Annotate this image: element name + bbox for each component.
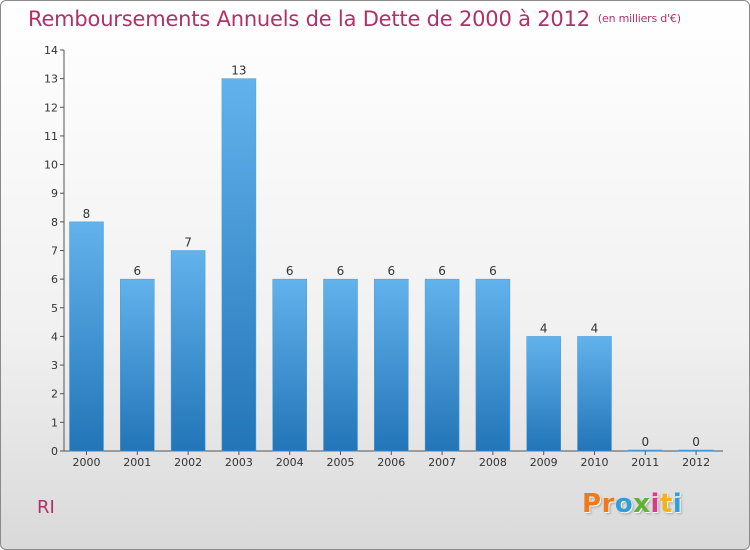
data-label-2005: 6 — [337, 264, 345, 278]
y-tick-label: 3 — [51, 359, 58, 372]
x-tick-label: 2007 — [428, 456, 456, 469]
logo-letter: i — [650, 489, 660, 519]
bar-2001 — [120, 278, 155, 452]
data-label-2002: 7 — [184, 236, 192, 250]
x-tick-label: 2011 — [631, 456, 659, 469]
y-tick-label: 13 — [44, 73, 58, 86]
y-tick-label: 2 — [51, 388, 58, 401]
bar-2012 — [678, 449, 714, 452]
y-tick-label: 9 — [51, 187, 58, 200]
bar-2011 — [628, 449, 663, 452]
data-label-2010: 4 — [591, 321, 599, 335]
x-tick-label: 2000 — [73, 456, 101, 469]
y-tick-label: 4 — [51, 330, 58, 343]
bar-2005 — [323, 278, 358, 452]
data-label-2011: 0 — [641, 435, 649, 449]
data-label-2007: 6 — [438, 264, 446, 278]
y-tick-label: 5 — [51, 302, 58, 315]
data-label-2000: 8 — [83, 207, 91, 221]
data-label-2008: 6 — [489, 264, 497, 278]
x-axis: 2000 2001 2002 2003 2004 2005 2006 2007 2008 2009… — [64, 450, 723, 469]
chart-unit: (en milliers d'€) — [597, 12, 681, 25]
bar-2000 — [69, 221, 104, 452]
location-label: RI — [37, 497, 55, 518]
bar-2002 — [170, 250, 206, 452]
logo-letter: P — [582, 489, 602, 519]
data-label-2009: 4 — [540, 321, 548, 335]
x-tick-label: 2012 — [682, 456, 710, 469]
bar-2007 — [424, 278, 460, 452]
bar-2006 — [374, 278, 409, 452]
bar-2008 — [475, 278, 511, 452]
x-tick-label: 2008 — [479, 456, 507, 469]
bar-2003 — [221, 78, 257, 452]
logo-letter: t — [659, 489, 673, 519]
data-label-2006: 6 — [387, 264, 395, 278]
y-tick-label: 14 — [44, 44, 58, 57]
x-tick-label: 2009 — [530, 456, 558, 469]
chart-title: Remboursements Annuels de la Dette de 20… — [28, 7, 681, 31]
data-label-2004: 6 — [286, 264, 294, 278]
y-tick-label: 11 — [44, 130, 58, 143]
chart-title-text: Remboursements Annuels de la Dette de 20… — [28, 7, 590, 31]
logo-letter: r — [601, 489, 615, 519]
y-tick-label: 10 — [44, 159, 58, 172]
logo-letter: i — [672, 489, 683, 519]
x-tick-label: 2002 — [174, 456, 202, 469]
x-tick-label: 2001 — [123, 456, 151, 469]
y-tick-label: 1 — [51, 416, 58, 429]
y-tick-label: 6 — [51, 273, 58, 286]
bar-2010 — [577, 336, 612, 452]
data-label-2003: 13 — [231, 64, 246, 78]
x-tick-label: 2003 — [225, 456, 253, 469]
logo-letter: x — [633, 489, 651, 519]
bars: 8 6 7 13 6 6 6 6 6 4 4 0 0 — [69, 64, 714, 452]
y-tick-label: 0 — [51, 445, 58, 458]
x-tick-label: 2006 — [377, 456, 405, 469]
y-tick-label: 7 — [51, 245, 58, 258]
bar-2004 — [272, 278, 307, 452]
x-tick-label: 2010 — [581, 456, 609, 469]
proxiti-logo[interactable]: Proxiti — [582, 489, 682, 519]
x-tick-label: 2005 — [327, 456, 355, 469]
x-tick-label: 2004 — [276, 456, 304, 469]
logo-letter: o — [614, 489, 634, 519]
y-tick-label: 12 — [44, 101, 58, 114]
data-label-2012: 0 — [692, 435, 700, 449]
bar-2009 — [526, 336, 561, 452]
y-tick-label: 8 — [51, 216, 58, 229]
data-label-2001: 6 — [133, 264, 141, 278]
